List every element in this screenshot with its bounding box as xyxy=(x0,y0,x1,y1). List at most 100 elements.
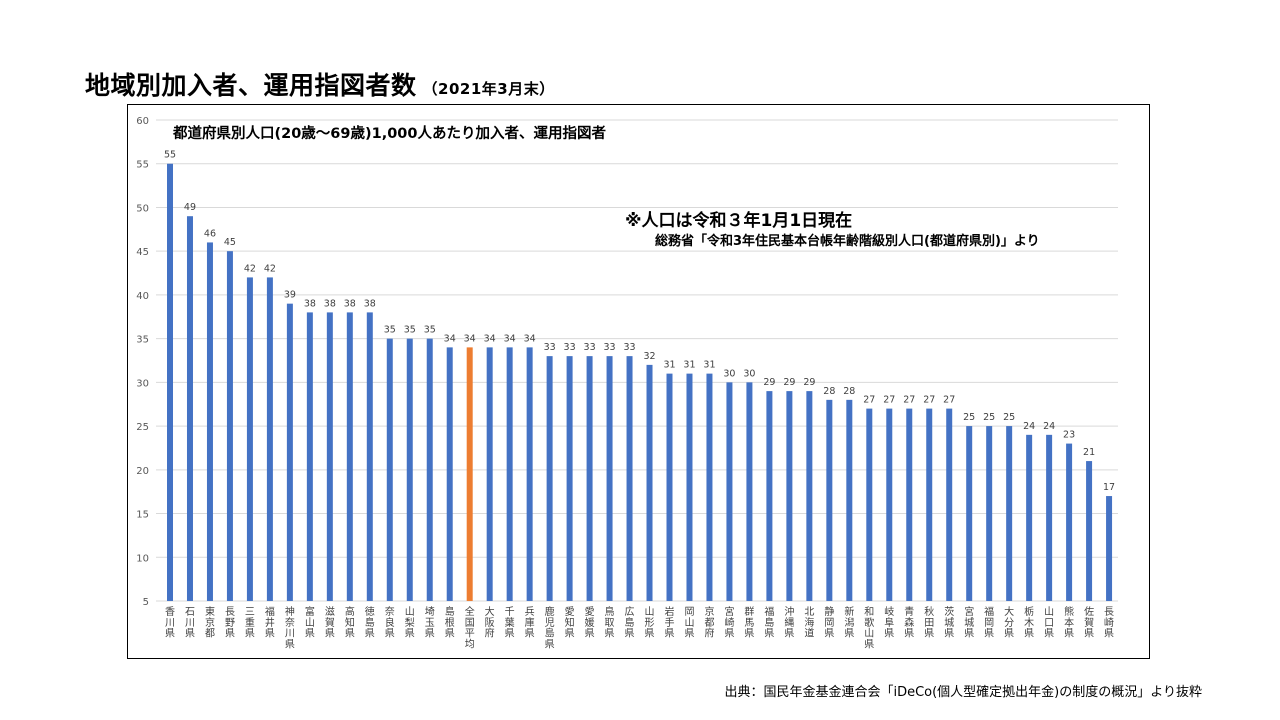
bar xyxy=(167,163,173,601)
x-tick-char: 大 xyxy=(1004,605,1014,618)
value-label: 30 xyxy=(723,368,735,379)
x-tick-label: 栃木県 xyxy=(1024,605,1034,640)
chart-note-source: 総務省「令和3年住民基本台帳年齢階級別人口(都道府県別)」より xyxy=(655,233,1040,249)
x-tick-char: 川 xyxy=(165,618,175,629)
x-tick-label: 群馬県 xyxy=(744,605,754,640)
x-tick-char: 県 xyxy=(605,628,615,640)
x-tick-char: 県 xyxy=(185,628,195,640)
x-tick-char: 全 xyxy=(465,605,475,618)
x-tick-label: 佐賀県 xyxy=(1084,606,1094,640)
x-tick-label: 滋賀県 xyxy=(325,605,335,640)
bar xyxy=(326,312,333,601)
x-tick-label: 鹿児島県 xyxy=(545,605,555,650)
bar xyxy=(906,408,913,601)
x-tick-label: 秋田県 xyxy=(924,605,934,640)
bar xyxy=(426,338,433,601)
x-tick-char: 口 xyxy=(1044,618,1054,629)
x-tick-char: 山 xyxy=(305,617,315,629)
x-tick-char: 形 xyxy=(645,617,655,629)
x-tick-char: 島 xyxy=(445,605,455,618)
bar xyxy=(766,391,773,601)
x-tick-char: 分 xyxy=(1004,617,1014,629)
x-tick-char: 県 xyxy=(1024,628,1034,640)
x-tick-char: 岡 xyxy=(984,617,994,629)
bar xyxy=(966,426,973,601)
x-tick-char: 県 xyxy=(1084,628,1094,640)
x-tick-char: 県 xyxy=(784,628,794,640)
x-tick-char: 都 xyxy=(704,617,714,629)
x-tick-char: 手 xyxy=(665,616,675,629)
y-tick-label: 20 xyxy=(136,466,149,477)
x-tick-char: 均 xyxy=(465,638,475,650)
bar xyxy=(746,382,753,601)
x-tick-label: 山形県 xyxy=(645,606,655,640)
value-label: 34 xyxy=(464,333,476,344)
x-tick-char: 阜 xyxy=(884,616,894,629)
x-tick-char: 平 xyxy=(465,629,475,640)
bar xyxy=(346,312,353,601)
x-tick-char: 県 xyxy=(684,628,694,640)
x-tick-char: 葉 xyxy=(505,616,515,629)
bar xyxy=(706,373,713,601)
x-tick-char: 崎 xyxy=(724,616,734,629)
x-tick-char: 福 xyxy=(984,605,994,618)
x-tick-char: 県 xyxy=(425,628,435,640)
x-tick-label: 宮城県 xyxy=(964,605,974,640)
x-tick-char: 佐 xyxy=(1084,606,1094,618)
bar xyxy=(566,356,573,601)
value-label: 49 xyxy=(184,202,196,213)
value-labels: 55 49 46 45 42 42 39 38 38 38 38 35 35 35 34 34 34 34 34 33… xyxy=(164,150,1115,493)
x-tick-char: 鳥 xyxy=(605,605,615,618)
x-tick-label: 大分県 xyxy=(1004,605,1014,640)
value-label: 28 xyxy=(843,386,855,397)
x-tick-char: 道 xyxy=(804,627,814,640)
x-tick-char: 井 xyxy=(265,616,275,629)
x-tick-label: 香川県 xyxy=(165,606,175,640)
x-tick-label: 北海道 xyxy=(804,606,814,640)
x-tick-char: 県 xyxy=(744,628,754,640)
x-tick-char: 神 xyxy=(285,605,295,618)
page-title-sub: （2021年3月末） xyxy=(422,80,555,98)
x-tick-char: 城 xyxy=(944,617,954,629)
x-tick-char: 県 xyxy=(285,638,295,650)
x-tick-label: 三重県 xyxy=(245,607,255,640)
x-tick-char: 山 xyxy=(864,628,874,640)
bar xyxy=(946,408,953,601)
x-tick-char: 香 xyxy=(165,606,175,618)
bar xyxy=(406,338,413,601)
bar xyxy=(686,373,693,601)
x-tick-char: 静 xyxy=(824,605,834,618)
y-tick-label: 40 xyxy=(136,291,149,302)
bar xyxy=(986,426,993,601)
bar-layer xyxy=(167,163,1113,601)
value-label: 42 xyxy=(264,263,276,274)
bar xyxy=(926,408,933,601)
x-tick-char: 岡 xyxy=(824,617,834,629)
value-label: 34 xyxy=(524,333,536,344)
x-tick-char: 阪 xyxy=(485,616,495,629)
value-label: 34 xyxy=(444,333,456,344)
x-tick-label: 全国平均 xyxy=(465,605,475,650)
x-tick-char: 岡 xyxy=(684,606,694,618)
x-tick-label: 広島県 xyxy=(625,605,635,640)
x-tick-label: 京都府 xyxy=(704,605,714,640)
x-tick-char: 県 xyxy=(864,638,874,650)
x-tick-char: 県 xyxy=(305,628,315,640)
x-tick-label: 福岡県 xyxy=(984,605,994,640)
bar xyxy=(806,391,813,601)
x-tick-char: 取 xyxy=(605,617,615,629)
bar xyxy=(286,303,293,601)
x-tick-char: 広 xyxy=(625,605,635,618)
x-tick-char: 田 xyxy=(924,618,934,629)
x-tick-char: 秋 xyxy=(924,605,934,618)
value-label: 38 xyxy=(324,298,336,309)
bar xyxy=(1006,426,1013,601)
x-tick-char: 県 xyxy=(904,628,914,640)
x-tick-char: 宮 xyxy=(964,605,974,618)
y-tick-label: 30 xyxy=(136,378,149,389)
value-label: 33 xyxy=(584,342,596,353)
bar xyxy=(306,312,313,601)
x-tick-char: 島 xyxy=(545,627,555,640)
bar xyxy=(366,312,373,601)
value-label: 25 xyxy=(1003,412,1015,423)
